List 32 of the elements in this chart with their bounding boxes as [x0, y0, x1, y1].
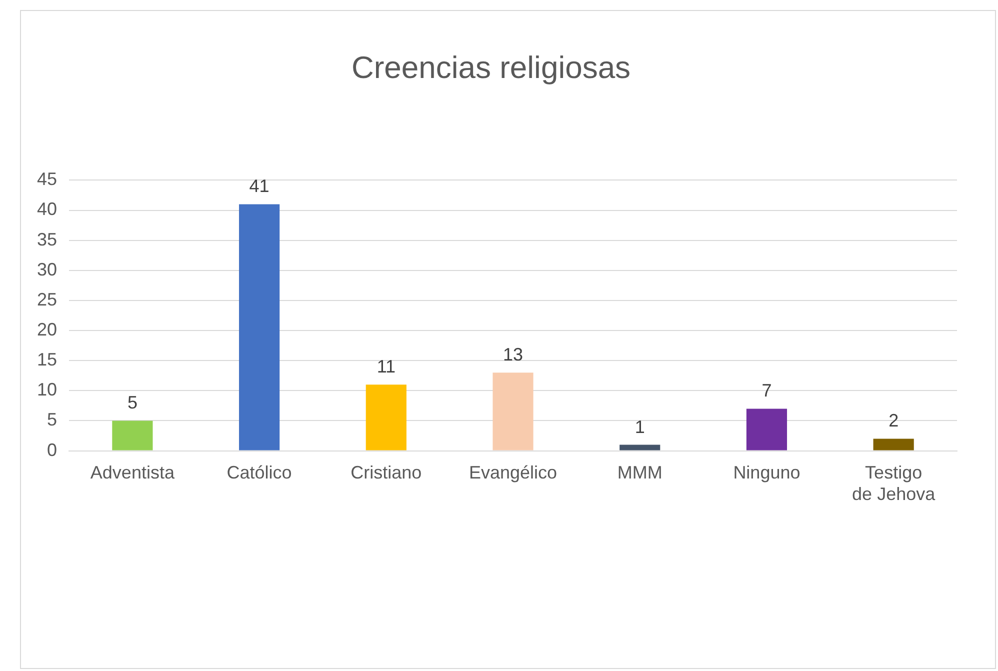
y-tick-label: 5: [47, 410, 58, 430]
data-label: 1: [634, 416, 645, 437]
data-label: 13: [502, 344, 524, 365]
bar: [112, 420, 153, 450]
data-label: 5: [127, 392, 138, 413]
bar: [492, 372, 534, 450]
x-tick-label: Cristiano: [350, 462, 422, 483]
data-label: 2: [888, 410, 899, 431]
data-label: 11: [376, 356, 396, 377]
x-tick-label: MMM: [617, 462, 662, 483]
y-tick-label: 15: [36, 350, 58, 370]
x-tick-label: Testigo de Jehova: [852, 462, 936, 504]
y-tick-label: 45: [36, 169, 58, 190]
chart-title: Creencias religiosas: [351, 50, 631, 86]
x-tick-label: Evangélico: [468, 462, 558, 483]
x-tick-label: Católico: [226, 462, 292, 483]
data-label: 7: [762, 380, 772, 401]
bar: [366, 384, 406, 450]
y-tick-label: 0: [47, 440, 58, 460]
bar: [746, 408, 788, 450]
bar: [620, 444, 660, 450]
x-tick-label: Adventista: [90, 462, 176, 483]
bar: [873, 438, 914, 450]
x-tick-label: Ninguno: [733, 462, 800, 483]
y-tick-label: 40: [36, 199, 58, 220]
y-tick-label: 25: [36, 289, 58, 310]
y-tick-label: 10: [36, 380, 58, 400]
y-tick-label: 35: [36, 229, 58, 250]
y-tick-label: 20: [36, 320, 58, 340]
data-label: 41: [249, 176, 270, 196]
y-tick-label: 30: [36, 259, 58, 280]
bar: [239, 204, 280, 450]
